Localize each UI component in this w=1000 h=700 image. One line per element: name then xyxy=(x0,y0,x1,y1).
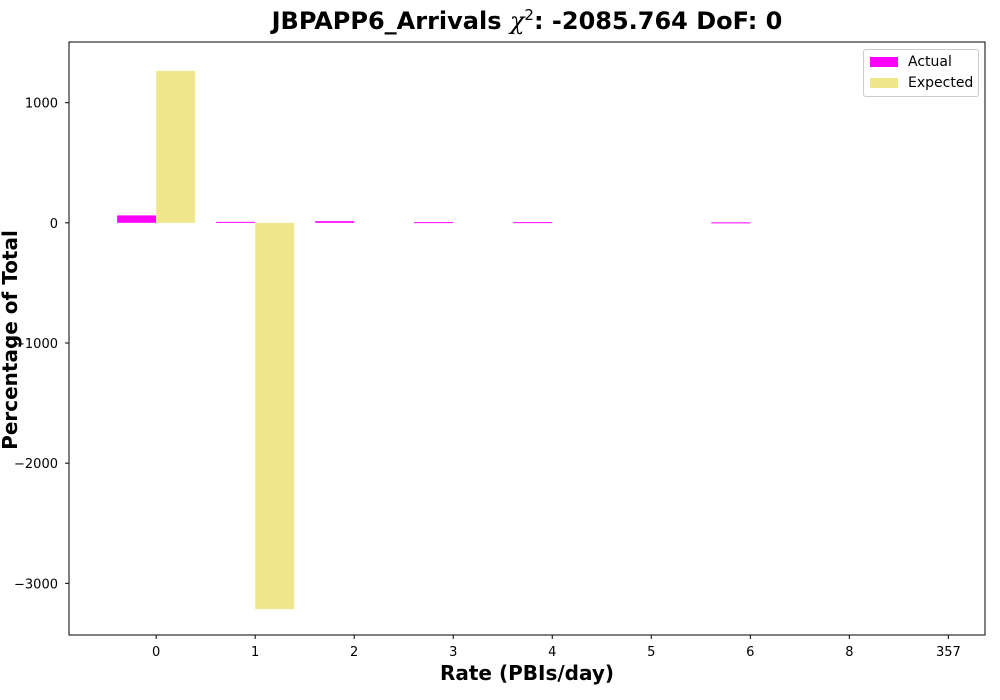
x-tick-label: 5 xyxy=(647,645,655,660)
y-axis-label: Percentage of Total xyxy=(0,230,22,450)
y-axis-ticks: 1000 0 −1000 −2000 −3000 xyxy=(14,97,69,592)
x-axis-ticks: 0 1 2 3 4 5 6 8 357 xyxy=(152,635,961,660)
y-tick-label: 0 xyxy=(50,217,58,232)
x-tick-label: 8 xyxy=(845,645,853,660)
x-tick-label: 6 xyxy=(746,645,754,660)
legend-label-expected: Expected xyxy=(908,75,974,91)
legend: Actual Expected xyxy=(863,49,979,97)
bar-actual-6 xyxy=(711,222,751,224)
legend-swatch-expected xyxy=(870,78,898,88)
legend-swatch-actual xyxy=(870,57,898,67)
x-tick-label: 357 xyxy=(936,645,961,660)
bar-actual-3 xyxy=(414,222,454,224)
bars-group xyxy=(117,70,751,610)
bar-expected-1 xyxy=(255,222,295,610)
chart-title: JBPAPP6_Arrivals χ2: -2085.764 DoF: 0 xyxy=(69,6,985,35)
legend-item-expected: Expected xyxy=(870,74,973,92)
y-tick-label: 1000 xyxy=(25,97,58,112)
y-tick-label: −3000 xyxy=(14,577,58,592)
y-tick-label: −1000 xyxy=(14,337,58,352)
y-tick-label: −2000 xyxy=(14,457,58,472)
chart-title-suffix: : -2085.764 DoF: 0 xyxy=(533,7,783,35)
bar-actual-2 xyxy=(315,221,355,223)
legend-label-actual: Actual xyxy=(908,54,952,70)
plot-area xyxy=(68,41,986,636)
x-tick-label: 1 xyxy=(251,645,259,660)
x-tick-label: 2 xyxy=(350,645,358,660)
legend-item-actual: Actual xyxy=(870,53,952,71)
chi-symbol: χ xyxy=(509,7,525,35)
x-tick-label: 4 xyxy=(548,645,556,660)
bar-expected-0 xyxy=(156,70,196,223)
bar-actual-1 xyxy=(216,221,256,223)
bar-actual-4 xyxy=(513,222,553,224)
chi-exponent: 2 xyxy=(524,6,534,24)
x-tick-label: 0 xyxy=(152,645,160,660)
x-axis-label: Rate (PBIs/day) xyxy=(439,661,615,685)
x-tick-label: 3 xyxy=(449,645,457,660)
bar-actual-0 xyxy=(117,215,157,223)
chart-title-prefix: JBPAPP6_Arrivals xyxy=(271,7,510,35)
